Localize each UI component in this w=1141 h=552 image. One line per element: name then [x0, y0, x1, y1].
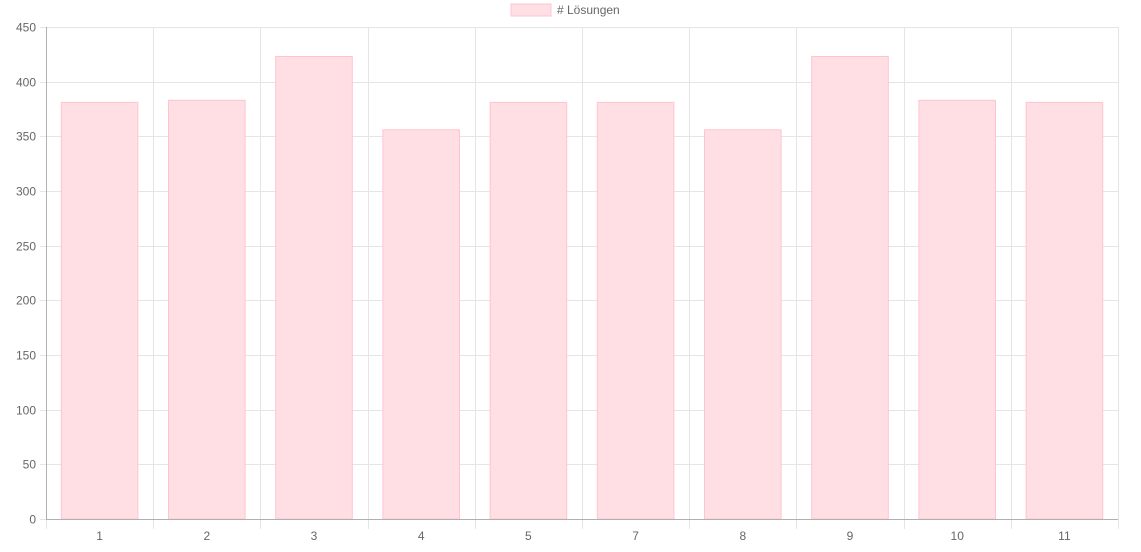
x-tick-label: 10 — [951, 529, 965, 543]
bar-5[interactable] — [489, 101, 568, 520]
legend-label: # Lösungen — [557, 3, 620, 17]
bar-2[interactable] — [168, 99, 246, 520]
x-tick-label: 11 — [1058, 529, 1071, 543]
y-tick-label: 100 — [16, 404, 36, 418]
y-tick-label: 300 — [16, 185, 36, 199]
x-tick-label: 5 — [525, 529, 532, 543]
bar-1[interactable] — [60, 101, 139, 520]
bar-9[interactable] — [811, 56, 889, 520]
y-tick-label: 400 — [16, 76, 36, 90]
y-tick-label: 0 — [29, 513, 36, 527]
x-tick-label: 9 — [847, 529, 854, 543]
x-tick-label: 1 — [96, 529, 103, 543]
x-tick-label: 3 — [311, 529, 318, 543]
bars — [60, 56, 1104, 520]
x-tick-label: 4 — [418, 529, 425, 543]
bar-3[interactable] — [275, 56, 353, 520]
y-tick-label: 200 — [16, 294, 36, 308]
x-tick-label: 7 — [632, 529, 639, 543]
y-tick-label: 150 — [16, 349, 36, 363]
y-tick-label: 450 — [16, 21, 36, 35]
x-tick-label: 8 — [739, 529, 746, 543]
x-tick-label: 2 — [203, 529, 210, 543]
legend-swatch — [510, 3, 552, 17]
bar-7[interactable] — [596, 101, 675, 520]
bar-10[interactable] — [918, 99, 997, 520]
bar-8[interactable] — [704, 129, 782, 520]
axes: 0 50 100 150 200 250 300 350 400 450 1 2 3 4 5 7 8 9 10 11 — [16, 21, 1119, 543]
bar-4[interactable] — [382, 129, 460, 520]
legend[interactable]: # Lösungen — [510, 3, 620, 17]
y-tick-label: 250 — [16, 240, 36, 254]
bar-11[interactable] — [1025, 101, 1104, 520]
y-tick-label: 350 — [16, 130, 36, 144]
y-tick-label: 50 — [23, 458, 37, 472]
